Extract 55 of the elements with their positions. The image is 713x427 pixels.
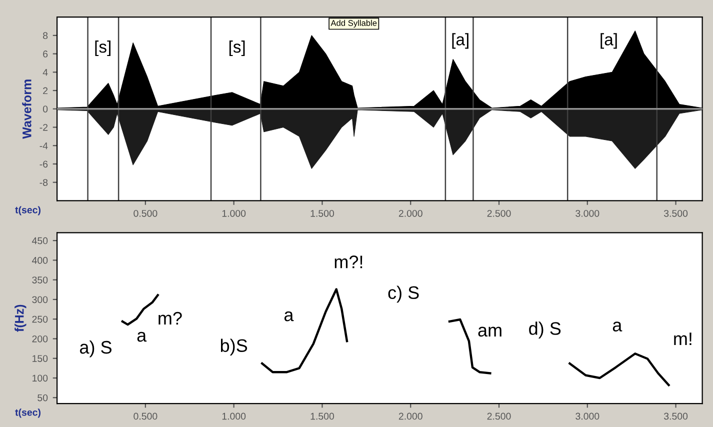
y-axis-title: Waveform [22, 80, 32, 139]
y-tick-label: 400 [32, 256, 48, 264]
annotation: c) S [388, 286, 419, 303]
y-tick-label: 6 [43, 50, 48, 58]
x-tick-label: 2.000 [398, 210, 422, 217]
annotation: m?! [334, 256, 362, 268]
x-tick-label: 0.500 [134, 210, 158, 217]
x-tick-label: 2.500 [487, 412, 511, 420]
y-tick-label: 2 [43, 87, 48, 94]
y-tick-label: 200 [32, 335, 48, 342]
annotation: a [612, 322, 622, 332]
y-tick-label: 350 [32, 276, 48, 284]
y-tick-label: 8 [43, 32, 48, 40]
annotation: [s] [95, 40, 110, 56]
y-tick-label: -2 [40, 124, 48, 131]
x-tick-label: 1.000 [222, 210, 246, 217]
line-series [568, 352, 670, 386]
y-tick-label: 300 [32, 296, 48, 304]
y-tick-label: 100 [32, 374, 48, 382]
x-tick-label: 2.000 [398, 412, 422, 420]
y-tick-label: -6 [40, 160, 48, 168]
x-tick-label: 3.000 [576, 210, 600, 217]
y-tick-label: 450 [32, 237, 48, 244]
x-axis-title: t(sec) [15, 206, 40, 216]
y-tick-label: -4 [40, 142, 48, 150]
annotation: d) S [529, 322, 561, 338]
annotation: [a] [452, 33, 468, 49]
x-tick-label: 1.500 [310, 210, 334, 217]
x-tick-label: 0.500 [134, 412, 158, 420]
annotation: a) S [80, 340, 112, 358]
x-tick-label: 1.000 [222, 412, 246, 420]
annotation: m? [158, 312, 182, 324]
y-tick-label: 4 [42, 68, 48, 76]
annotation: a [137, 332, 147, 342]
x-axis-title: t(sec) [15, 408, 40, 418]
annotation: [a] [600, 33, 617, 49]
x-tick-label: 3.000 [576, 412, 600, 420]
annotation: [s] [229, 40, 245, 56]
y-axis-title: f(Hz) [14, 304, 26, 332]
annotation: m! [674, 332, 692, 345]
x-tick-label: 2.500 [487, 210, 511, 217]
y-tick-label: 0 [42, 106, 48, 113]
y-tick-label: 50 [38, 394, 48, 402]
annotation: Add Syllable [330, 20, 377, 28]
x-tick-label: 1.500 [310, 412, 334, 420]
annotation: am [478, 326, 502, 337]
line-series [261, 288, 348, 374]
line-series [121, 294, 159, 326]
annotation: b)S [220, 338, 248, 356]
y-tick-label: -8 [40, 179, 48, 186]
y-tick-label: 150 [32, 355, 48, 362]
x-tick-label: 3.500 [664, 210, 688, 217]
annotation: a [284, 311, 294, 322]
y-tick-label: 250 [32, 316, 48, 323]
x-tick-label: 3.500 [664, 412, 688, 420]
